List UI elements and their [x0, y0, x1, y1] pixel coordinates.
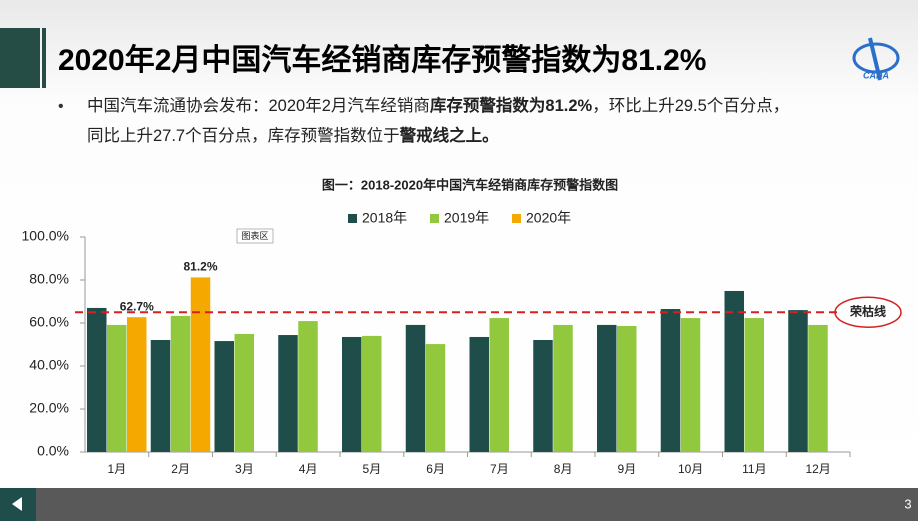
bar	[87, 307, 107, 452]
x-tick-label: 4月	[299, 462, 318, 476]
x-tick-label: 9月	[618, 462, 637, 476]
legend-label: 2020年	[526, 210, 571, 226]
legend-swatch	[512, 214, 521, 223]
x-tick-label: 7月	[490, 462, 509, 476]
bar	[342, 336, 362, 452]
bullet-dot: •	[58, 98, 64, 115]
x-tick-label: 8月	[554, 462, 573, 476]
bar	[724, 290, 744, 452]
bar	[660, 309, 681, 452]
tooltip	[236, 228, 274, 244]
svg-text:CADA: CADA	[863, 70, 889, 80]
legend-label: 2019年	[444, 210, 489, 226]
footer-bar	[0, 488, 918, 521]
bar	[744, 318, 764, 452]
bar	[107, 324, 127, 452]
bar	[150, 339, 171, 452]
bullet-line: 中国汽车流通协会发布：2020年2月汽车经销商库存预警指数为81.2%，环比上升…	[87, 95, 789, 115]
y-tick-label: 0.0%	[37, 443, 69, 459]
text-bold: 警戒线之上。	[399, 125, 499, 145]
bar	[597, 324, 617, 452]
x-tick-label: 3月	[235, 462, 254, 476]
x-tick-label: 1月	[108, 462, 127, 476]
x-tick-label: 11月	[742, 462, 766, 476]
bar	[489, 318, 509, 452]
y-tick-label: 40.0%	[29, 357, 69, 373]
slide-title: 2020年2月中国汽车经销商库存预警指数为81.2%	[58, 43, 707, 77]
bar	[533, 339, 553, 452]
legend-swatch	[348, 214, 357, 223]
threshold-circle	[834, 296, 902, 328]
x-tick-label: 2月	[171, 462, 190, 476]
bar	[617, 326, 637, 452]
x-tick-label: 5月	[363, 462, 382, 476]
legend-swatch	[430, 214, 439, 223]
header-block	[0, 28, 40, 88]
x-tick-label: 6月	[426, 462, 445, 476]
bar	[278, 335, 298, 452]
chart-title: 图一：2018-2020年中国汽车经销商库存预警指数图	[322, 177, 618, 192]
bar	[190, 277, 211, 452]
tooltip-text: 图表区	[241, 230, 268, 241]
bar	[234, 333, 254, 452]
bar	[362, 335, 382, 452]
threshold-label: 荣枯线	[849, 303, 886, 318]
y-tick-label: 20.0%	[29, 400, 69, 416]
bar	[469, 336, 489, 452]
header-stripe	[42, 28, 46, 88]
legend-label: 2018年	[362, 210, 407, 226]
text: 中国汽车流通协会发布：2020年2月汽车经销商	[87, 96, 430, 115]
x-tick-label: 10月	[678, 462, 703, 476]
bar	[680, 318, 701, 452]
bar	[425, 344, 446, 452]
bullet-line: 同比上升27.7个百分点，库存预警指数位于警戒线之上。	[87, 125, 499, 145]
text-bold: 库存预警指数为81.2%	[430, 95, 593, 115]
bar	[298, 321, 318, 452]
y-tick-label: 60.0%	[29, 314, 69, 330]
bar	[214, 341, 234, 452]
bar	[170, 315, 191, 452]
bar	[127, 317, 147, 452]
data-label: 81.2%	[183, 260, 217, 274]
logo: CADA	[852, 37, 900, 81]
text: ，环比上升29.5个百分点，	[592, 96, 789, 115]
y-tick-label: 80.0%	[29, 271, 69, 287]
bar	[553, 324, 573, 452]
y-tick-label: 100.0%	[22, 228, 69, 244]
data-label: 62.7%	[120, 299, 154, 313]
bar	[788, 310, 808, 452]
text: 同比上升27.7个百分点，库存预警指数位于	[87, 126, 400, 145]
page-number: 3	[904, 496, 911, 511]
prev-arrow[interactable]	[12, 497, 22, 511]
x-tick-label: 12月	[805, 462, 830, 476]
bar	[405, 324, 426, 452]
bar	[808, 324, 828, 452]
